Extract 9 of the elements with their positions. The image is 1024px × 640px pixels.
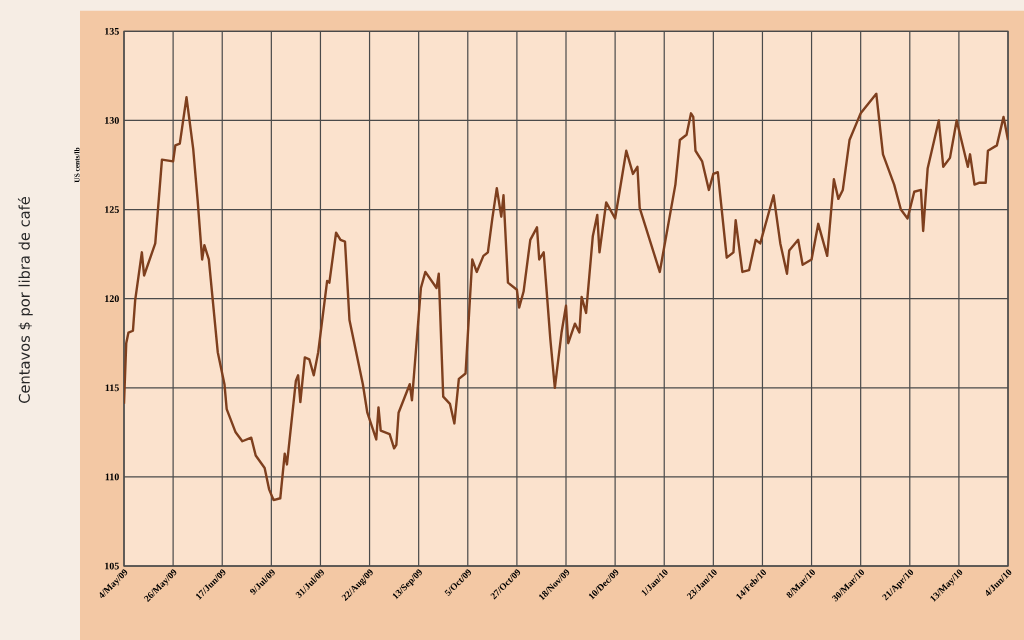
y-tick-label: 115 bbox=[105, 384, 119, 392]
y-tick-label: 135 bbox=[105, 27, 119, 35]
y-tick-label: 120 bbox=[105, 295, 119, 303]
y-tick-label: 130 bbox=[105, 117, 119, 124]
text: Centavos $ por libra de café bbox=[17, 196, 33, 403]
y-tick-label: 105 bbox=[105, 562, 119, 570]
y-tick-label: 125 bbox=[105, 206, 119, 213]
y-tick-label: 110 bbox=[105, 473, 119, 481]
line-series bbox=[124, 92, 1009, 502]
